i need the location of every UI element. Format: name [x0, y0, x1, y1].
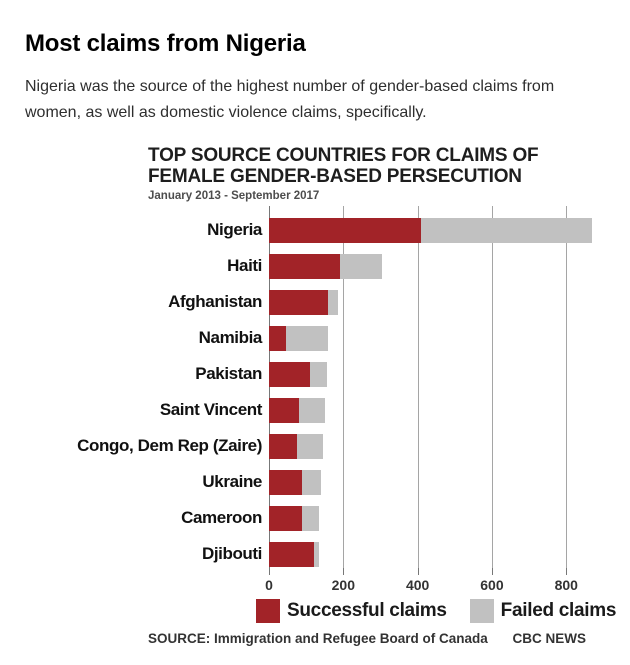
bar-segment-successful: [269, 469, 303, 495]
category-label-text: Djibouti: [201, 544, 262, 564]
bar-segment-failed: [309, 361, 327, 387]
bar-segment-failed: [298, 397, 325, 423]
bar-segment-failed: [328, 289, 338, 315]
bar-segment-successful: [269, 541, 314, 567]
chart-subtitle: January 2013 - September 2017: [148, 190, 320, 203]
tick-mark: [417, 568, 419, 576]
successful-claims-swatch: [256, 599, 280, 623]
chart-row: Nigeria: [148, 212, 622, 248]
category-label: Cameroon: [148, 500, 269, 536]
axis-tick-label: 200: [331, 577, 355, 594]
legend-label-successful: Successful claims: [287, 600, 447, 621]
axis-tick-label: 0: [265, 577, 273, 594]
chart-row: Pakistan: [148, 356, 622, 392]
tick-mark: [343, 568, 345, 576]
axis-tick-label: 800: [554, 577, 578, 594]
failed-claims-swatch: [469, 599, 494, 623]
chart-row: Saint Vincent: [148, 392, 622, 428]
bar-track: [269, 433, 622, 459]
tick-mark: [566, 568, 568, 576]
chart-row: Ukraine: [148, 464, 622, 500]
bar-segment-successful: [269, 325, 286, 351]
bar-segment-successful: [269, 433, 297, 459]
bar-track: [269, 361, 622, 387]
bar-segment-failed: [296, 433, 323, 459]
category-label-text: Ukraine: [202, 472, 262, 492]
category-label: Pakistan: [148, 356, 269, 392]
chart-row: Congo, Dem Rep (Zaire): [77, 428, 622, 464]
category-label: Haiti: [148, 248, 269, 284]
x-axis-labels: 0 200 400 600 800: [265, 577, 622, 594]
category-label-text: Haiti: [227, 256, 262, 276]
page-title: Most claims from Nigeria: [25, 30, 306, 58]
chart-title-line2: FEMALE GENDER-BASED PERSECUTION: [148, 165, 522, 187]
bar-track: [269, 541, 622, 567]
bar-segment-failed: [339, 253, 383, 279]
category-label-text: Cameroon: [181, 508, 262, 528]
tick-mark: [491, 568, 493, 576]
chart-title: TOP SOURCE COUNTRIES FOR CLAIMS OF FEMAL…: [148, 145, 622, 187]
bar-track: [269, 289, 622, 315]
bar-segment-failed: [302, 505, 320, 531]
bar-rows: Nigeria Haiti Afghanistan Namibia Pakistan Sa…: [77, 206, 622, 572]
legend-label-failed: Failed claims: [500, 600, 617, 621]
credit-text: CBC NEWS: [512, 631, 587, 646]
category-label-text: Namibia: [198, 328, 263, 348]
bar-track: [269, 397, 622, 423]
chart-row: Djibouti: [148, 536, 622, 572]
bar-track: [269, 253, 622, 279]
category-label: Afghanistan: [148, 284, 269, 320]
bar-track: [269, 217, 622, 243]
chart-row: Cameroon: [148, 500, 622, 536]
category-label: Namibia: [148, 320, 269, 356]
axis-tick-label: 600: [480, 577, 504, 594]
category-label-text: Pakistan: [195, 364, 262, 384]
axis-tick-label: 400: [405, 577, 430, 594]
source-text: SOURCE: Immigration and Refugee Board of…: [148, 631, 488, 646]
category-label: Djibouti: [148, 536, 269, 572]
gridline: [566, 206, 568, 569]
gridline: [491, 206, 493, 569]
category-label: Congo, Dem Rep (Zaire): [77, 428, 269, 464]
bar-segment-successful: [269, 505, 303, 531]
bar-segment-successful: [269, 253, 340, 279]
bar-segment-failed: [302, 469, 322, 495]
bar-track: [269, 505, 622, 531]
category-label-text: Congo, Dem Rep (Zaire): [77, 436, 262, 456]
legend-item-failed: Failed claims: [469, 599, 617, 623]
bar-track: [269, 469, 622, 495]
chart-row: Afghanistan: [148, 284, 622, 320]
chart-title-line1: TOP SOURCE COUNTRIES FOR CLAIMS OF: [148, 145, 539, 166]
source-row: SOURCE: Immigration and Refugee Board of…: [148, 631, 586, 646]
article-dek: Nigeria was the source of the highest nu…: [25, 78, 555, 121]
chart-row: Namibia: [148, 320, 622, 356]
bar-segment-successful: [269, 217, 422, 243]
legend-item-successful: Successful claims: [256, 599, 447, 623]
category-label: Ukraine: [148, 464, 269, 500]
category-label-text: Afghanistan: [168, 292, 262, 312]
gridline: [417, 206, 419, 569]
category-label: Saint Vincent: [148, 392, 269, 428]
tick-mark: [269, 568, 270, 576]
chart-plot-area: Nigeria Haiti Afghanistan Namibia Pakistan Sa…: [77, 206, 622, 606]
bar-segment-failed: [421, 217, 593, 243]
chart-legend: Successful claims Failed claims: [256, 599, 616, 623]
gridlines: [269, 206, 622, 569]
category-label: Nigeria: [148, 212, 269, 248]
bar-segment-failed: [313, 541, 320, 567]
chart-row: Haiti: [148, 248, 622, 284]
bar-chart: TOP SOURCE COUNTRIES FOR CLAIMS OF FEMAL…: [77, 145, 622, 606]
bar-track: [269, 325, 622, 351]
axis-tick-marks: [269, 568, 622, 576]
category-label-text: Saint Vincent: [159, 400, 263, 420]
gridline: [269, 206, 270, 569]
bar-segment-failed: [285, 325, 329, 351]
gridline: [343, 206, 345, 569]
bar-segment-successful: [269, 289, 329, 315]
bar-segment-successful: [269, 361, 310, 387]
category-label-text: Nigeria: [207, 220, 262, 240]
bar-segment-successful: [269, 397, 299, 423]
